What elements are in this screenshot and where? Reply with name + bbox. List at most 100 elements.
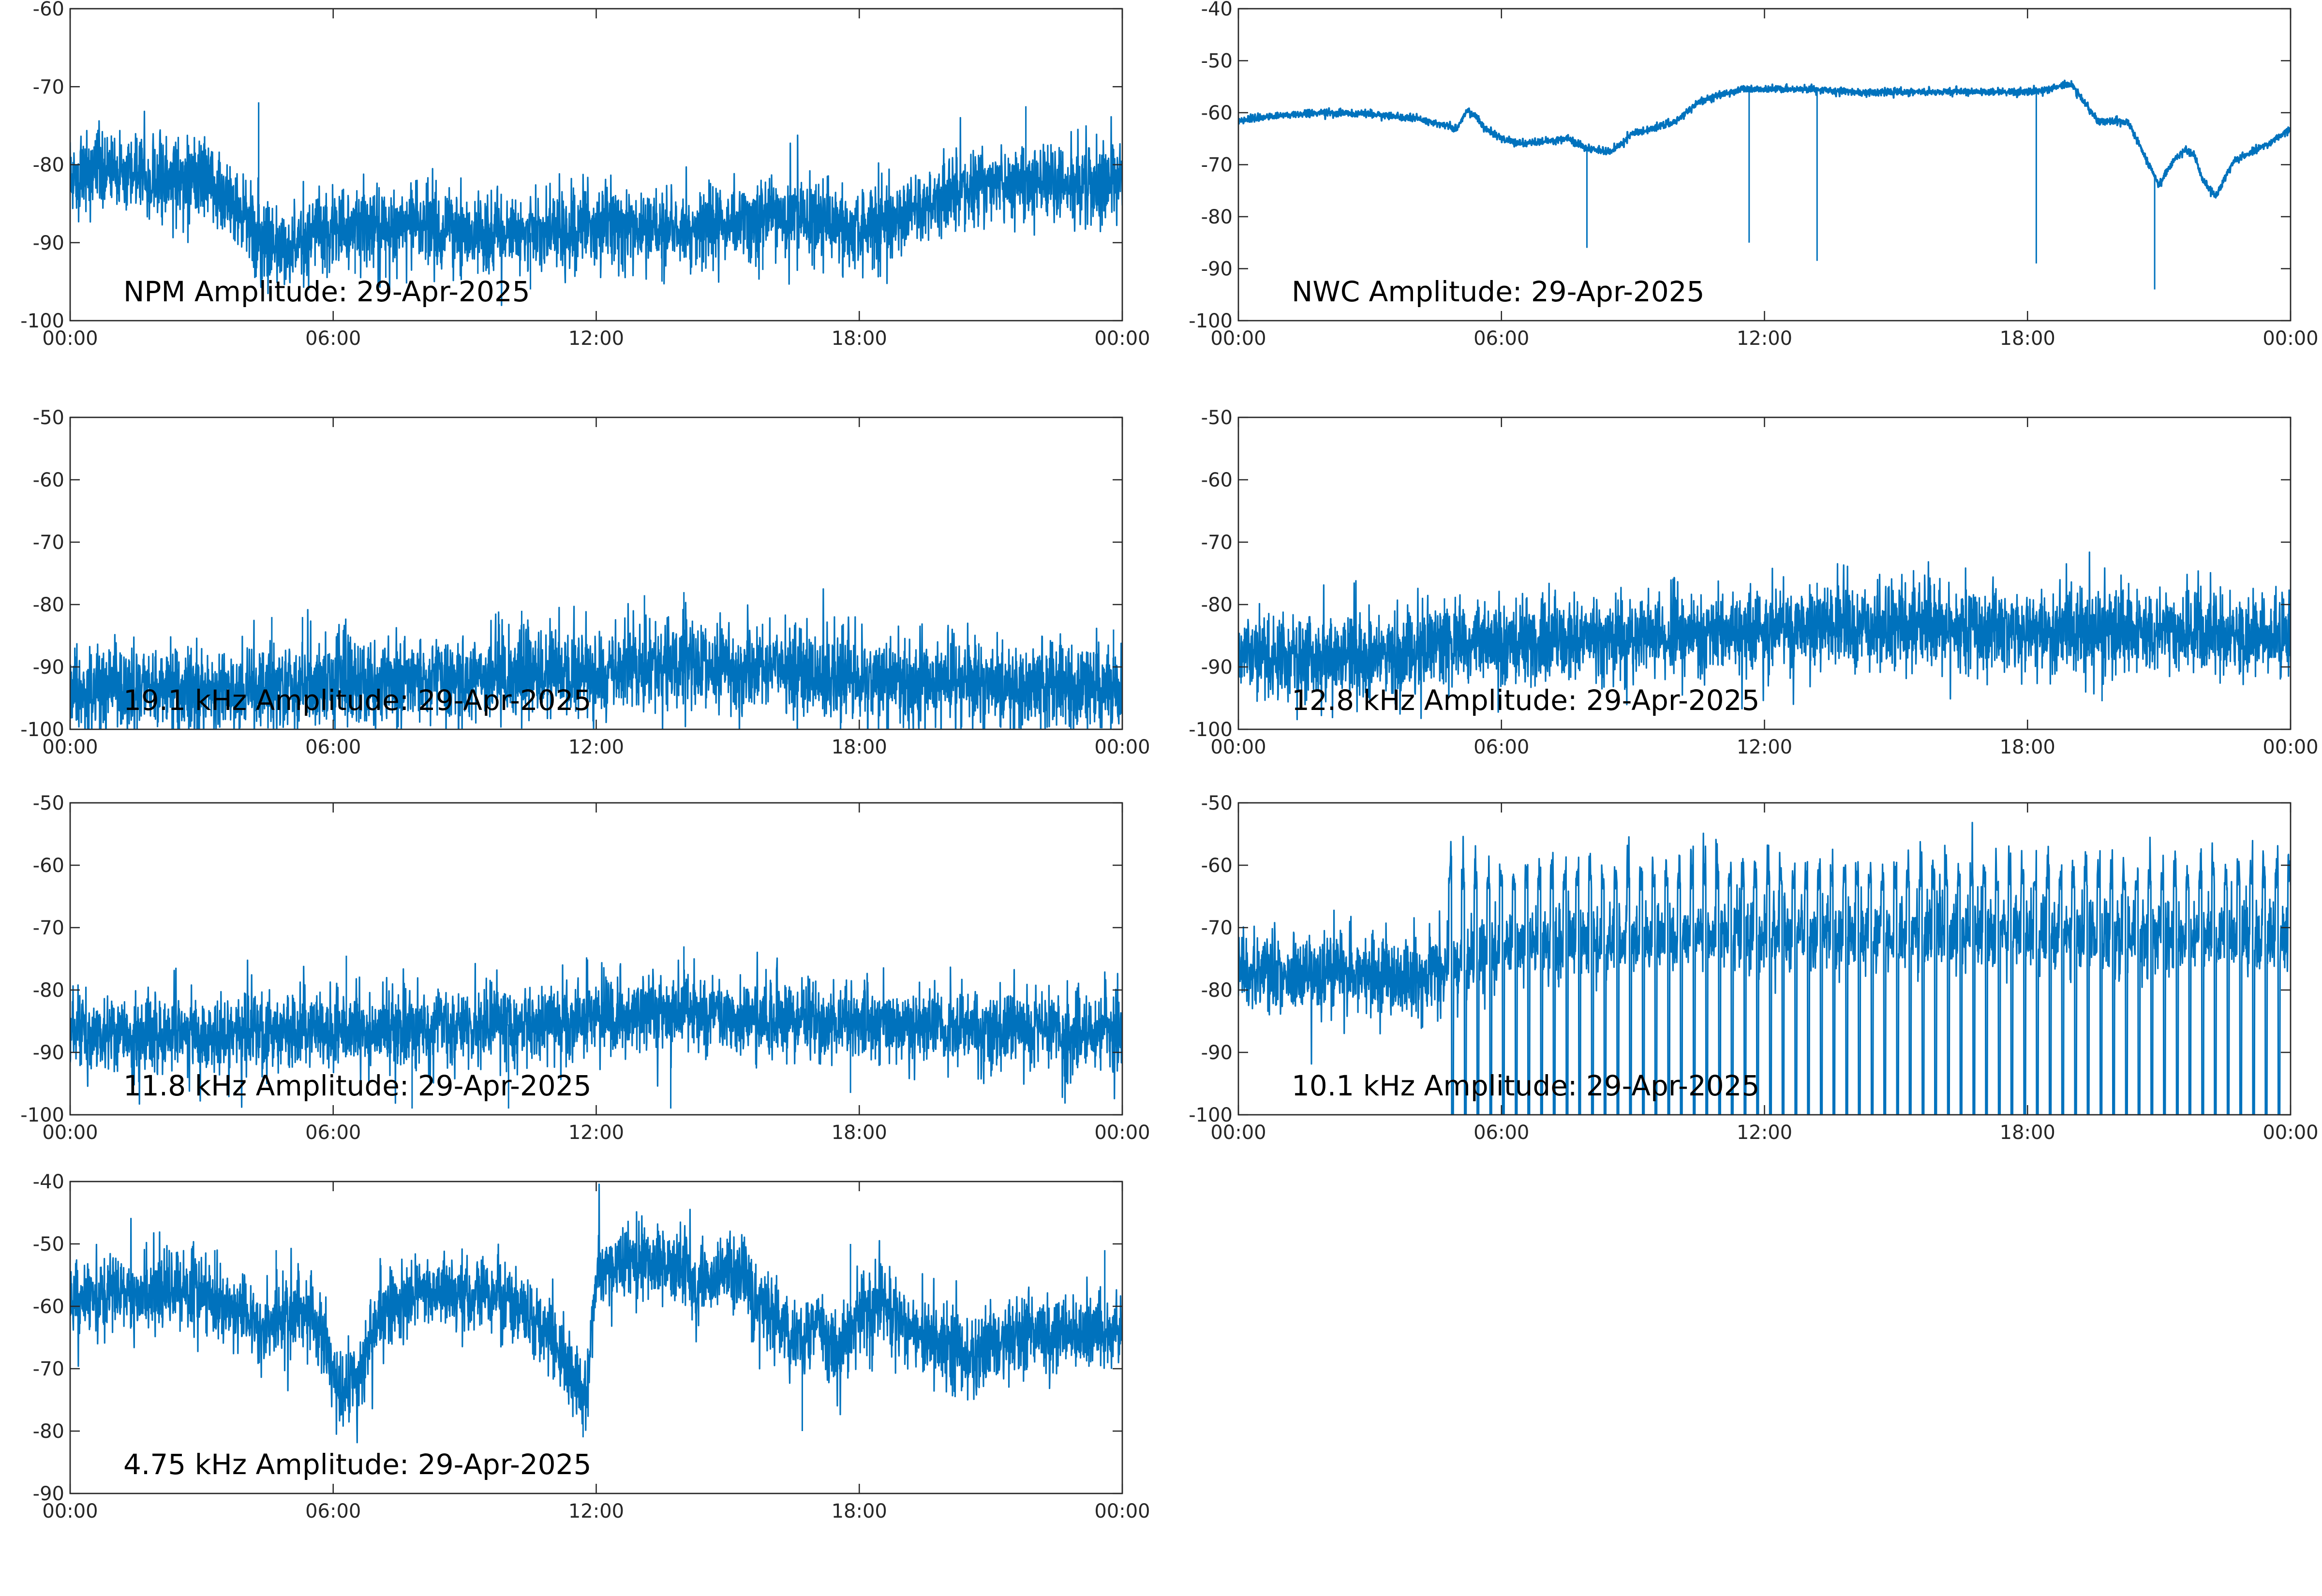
x-tick-label: 12:00 (568, 736, 624, 758)
x-tick-label: 00:00 (42, 327, 98, 350)
y-tick-label: -100 (1189, 310, 1233, 332)
x-tick-label: 12:00 (568, 327, 624, 350)
y-tick-label: -90 (33, 656, 64, 679)
x-tick-label: 18:00 (2000, 1122, 2055, 1144)
chart-panel-1: -100 -90 -80 -70 -60 00:00 06:00 12:00 18:00 00:0… (20, 0, 1150, 350)
series-line (1238, 551, 2291, 721)
x-tick-label: 06:00 (305, 736, 361, 758)
chart-annotation: NPM Amplitude: 29-Apr-2025 (123, 275, 530, 308)
y-tick-label: -50 (1201, 407, 1233, 429)
x-tick-label: 00:00 (42, 1122, 98, 1144)
y-tick-label: -90 (1201, 1042, 1233, 1064)
y-tick-label: -80 (1201, 206, 1233, 228)
y-tick-label: -80 (1201, 594, 1233, 616)
y-tick-label: -60 (33, 855, 64, 877)
y-tick-label: -40 (1201, 0, 1233, 20)
y-tick-label: -70 (33, 917, 64, 939)
plot-area (69, 802, 1123, 1116)
y-tick-label: -60 (1201, 469, 1233, 491)
y-tick-label: -100 (1189, 1104, 1233, 1126)
x-tick-label: 18:00 (2000, 736, 2055, 758)
y-tick-label: -100 (1189, 719, 1233, 741)
y-tick-label: -90 (33, 1483, 64, 1505)
x-tick-label: 18:00 (832, 1500, 887, 1522)
y-tick-label: -70 (1201, 917, 1233, 939)
plot-area (1237, 8, 2292, 322)
y-tick-label: -70 (1201, 154, 1233, 177)
x-tick-label: 06:00 (305, 327, 361, 350)
x-tick-label: 12:00 (568, 1500, 624, 1522)
x-tick-label: 12:00 (1737, 1122, 1792, 1144)
x-tick-label: 00:00 (1094, 327, 1150, 350)
x-tick-label: 06:00 (1474, 1122, 1529, 1144)
chart-panel-7: -90 -80 -70 -60 -50 -40 00:00 06:00 12:00 18:00 00… (33, 1171, 1150, 1522)
x-tick-label: 00:00 (1094, 1122, 1150, 1144)
y-tick-label: -60 (1201, 102, 1233, 124)
y-tick-label: -50 (1201, 792, 1233, 814)
chart-annotation: 12.8 kHz Amplitude: 29-Apr-2025 (1292, 684, 1759, 717)
chart-annotation: 11.8 kHz Amplitude: 29-Apr-2025 (123, 1069, 591, 1102)
series-line (70, 1183, 1122, 1444)
x-tick-label: 06:00 (1474, 327, 1529, 350)
y-tick-label: -100 (20, 310, 64, 332)
plot-area (69, 1181, 1123, 1494)
y-tick-label: -50 (33, 407, 64, 429)
y-tick-label: -70 (33, 1358, 64, 1380)
series-line (70, 588, 1122, 729)
series-line (70, 110, 1122, 306)
x-tick-label: 00:00 (2262, 327, 2318, 350)
x-tick-label: 12:00 (1737, 327, 1792, 350)
chart-panel-3: -100 -90 -80 -70 -60 -50 00:00 06:00 12:00 18:00 0… (20, 407, 1150, 758)
chart-panel-5: -100 -90 -80 -70 -60 -50 00:00 06:00 12:00 18:00 0… (20, 792, 1150, 1144)
x-tick-label: 00:00 (2262, 736, 2318, 758)
chart-annotation: 4.75 kHz Amplitude: 29-Apr-2025 (123, 1448, 591, 1481)
x-tick-label: 06:00 (1474, 736, 1529, 758)
series-line (1238, 822, 2291, 1115)
y-tick-label: -80 (33, 594, 64, 616)
y-tick-label: -70 (33, 532, 64, 554)
plot-area (1237, 416, 2292, 730)
y-tick-label: -90 (1201, 656, 1233, 679)
y-tick-label: -60 (33, 0, 64, 20)
x-tick-label: 00:00 (1210, 1122, 1266, 1144)
y-tick-label: -60 (1201, 855, 1233, 877)
y-tick-label: -50 (1201, 50, 1233, 73)
x-tick-label: 18:00 (2000, 327, 2055, 350)
y-tick-label: -100 (20, 719, 64, 741)
y-tick-label: -60 (33, 469, 64, 491)
x-tick-label: 06:00 (305, 1122, 361, 1144)
chart-panel-6: -100 -90 -80 -70 -60 -50 00:00 06:00 12:00 18:00 0… (1189, 792, 2318, 1144)
y-tick-label: -90 (1201, 258, 1233, 281)
x-tick-label: 18:00 (832, 736, 887, 758)
series-line (1238, 79, 2291, 199)
chart-panel-4: -100 -90 -80 -70 -60 -50 00:00 06:00 12:00 18:00 0… (1189, 407, 2318, 758)
x-tick-label: 18:00 (832, 327, 887, 350)
plot-area (69, 8, 1123, 322)
chart-annotation: NWC Amplitude: 29-Apr-2025 (1292, 275, 1705, 308)
x-tick-label: 18:00 (832, 1122, 887, 1144)
x-tick-label: 00:00 (1094, 1500, 1150, 1522)
x-tick-label: 12:00 (568, 1122, 624, 1144)
x-tick-label: 00:00 (1210, 736, 1266, 758)
chart-annotation: 19.1 kHz Amplitude: 29-Apr-2025 (123, 684, 591, 717)
y-tick-label: -80 (33, 1420, 64, 1443)
y-tick-label: -80 (1201, 979, 1233, 1002)
x-tick-label: 06:00 (305, 1500, 361, 1522)
chart-panel-2: -100 -90 -80 -70 -60 -50 -40 00:00 06:00 12:00 18:… (1189, 0, 2318, 350)
y-tick-label: -40 (33, 1171, 64, 1193)
y-tick-label: -70 (1201, 532, 1233, 554)
x-tick-label: 12:00 (1737, 736, 1792, 758)
x-tick-label: 00:00 (42, 1500, 98, 1522)
x-tick-label: 00:00 (2262, 1122, 2318, 1144)
y-tick-label: -100 (20, 1104, 64, 1126)
y-tick-label: -90 (33, 1042, 64, 1064)
y-tick-label: -50 (33, 1233, 64, 1256)
chart-annotation: 10.1 kHz Amplitude: 29-Apr-2025 (1292, 1069, 1759, 1102)
series-line (70, 951, 1122, 1108)
y-tick-label: -80 (33, 154, 64, 177)
y-tick-label: -90 (33, 232, 64, 254)
y-tick-label: -60 (33, 1296, 64, 1318)
y-tick-label: -50 (33, 792, 64, 814)
y-tick-label: -70 (33, 76, 64, 98)
